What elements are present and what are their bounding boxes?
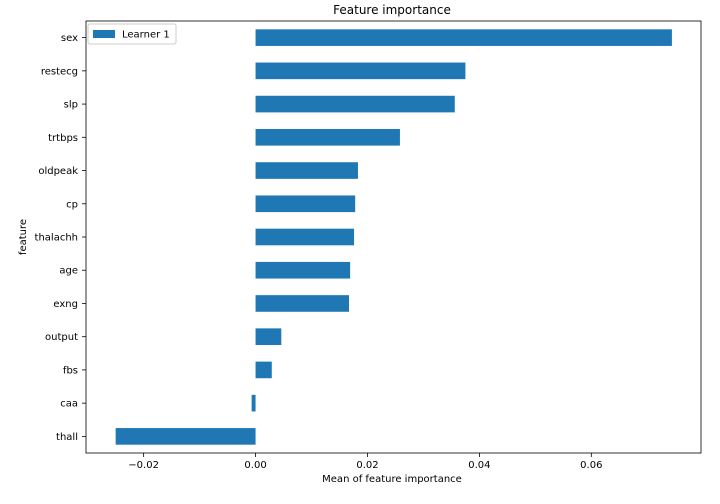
legend-box [87,23,177,45]
bar-fbs [255,361,272,379]
y-tick-label: age [59,266,78,277]
bar-thall [115,428,256,445]
y-tick-label: caa [60,399,78,410]
bar-restecg [255,62,466,80]
bar-cp [255,195,356,213]
legend: Learner 1 [87,23,177,45]
x-tick-label: 0.00 [244,460,266,471]
chart-title: Feature importance [333,3,451,17]
bar-exng [255,295,350,312]
bar-oldpeak [255,162,358,179]
x-tick-label: 0.06 [580,460,602,471]
x-axis-title: Mean of feature importance [322,474,462,485]
y-axis-title: feature [18,219,29,255]
y-tick-label: sex [61,33,78,44]
y-tick-label: fbs [63,365,78,376]
y-tick-label: thalachh [35,233,78,244]
y-tick-label: slp [64,100,78,111]
y-tick-label: cp [66,199,78,210]
y-tick-label: thall [56,432,78,443]
bars-group [115,29,672,445]
y-tick-label: exng [53,299,78,310]
bar-output [255,328,282,345]
bar-sex [255,29,672,46]
plot-frame [85,20,702,454]
bar-slp [255,95,455,113]
bar-thalachh [255,228,355,246]
legend-label: Learner 1 [122,30,170,41]
bar-caa [251,394,256,412]
x-tick-label: 0.02 [356,460,378,471]
y-tick-label: restecg [41,66,78,77]
y-tick-label: oldpeak [38,166,78,177]
x-tick-label: −0.02 [128,460,159,471]
bar-age [255,261,351,279]
x-tick-label: 0.04 [468,460,490,471]
y-tick-label: trtbps [48,133,78,144]
bar-trtbps [255,129,400,146]
legend-swatch [93,30,115,38]
y-tick-label: output [45,332,78,343]
axes-group: sex restecg slp trtbps oldpeak cp thalachh age e… [35,20,702,471]
